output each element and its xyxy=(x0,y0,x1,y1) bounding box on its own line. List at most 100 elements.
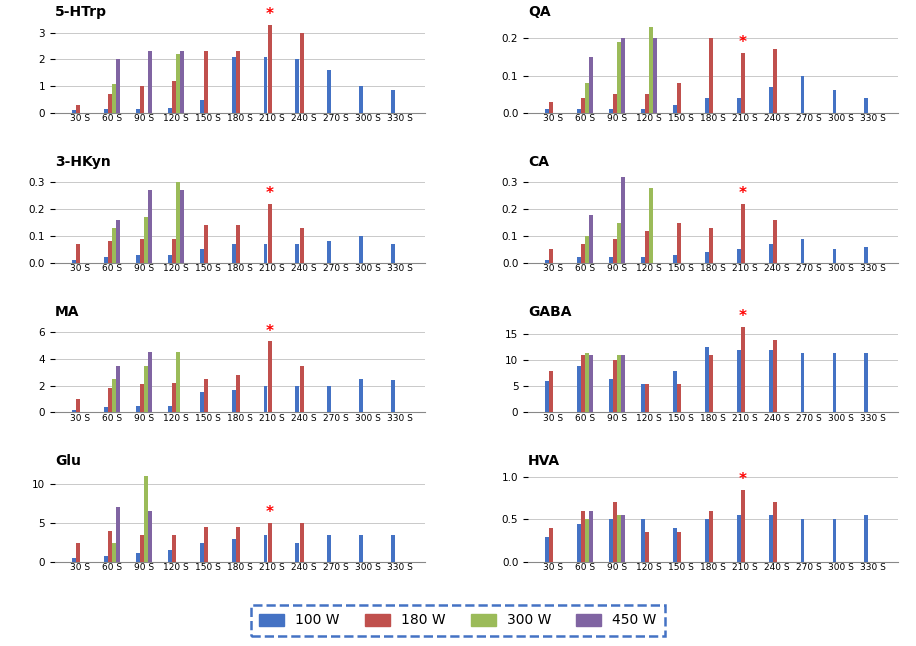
Bar xyxy=(140,238,144,263)
Bar xyxy=(296,543,300,562)
Text: 5-HTrp: 5-HTrp xyxy=(55,5,107,19)
Text: HVA: HVA xyxy=(528,455,561,468)
Bar xyxy=(641,257,645,263)
Bar xyxy=(773,220,777,263)
Bar xyxy=(108,388,112,412)
Bar xyxy=(71,558,76,562)
Bar xyxy=(264,244,267,263)
Bar xyxy=(581,98,585,113)
Bar xyxy=(136,406,139,412)
Text: 3-HKyn: 3-HKyn xyxy=(55,155,111,169)
Bar xyxy=(581,511,585,562)
Bar xyxy=(769,516,772,562)
Bar xyxy=(168,406,171,412)
Bar xyxy=(736,98,740,113)
Bar xyxy=(104,109,108,113)
Bar xyxy=(136,553,139,562)
Bar xyxy=(801,519,804,562)
Bar xyxy=(104,257,108,263)
Bar xyxy=(172,238,176,263)
Bar xyxy=(359,535,364,562)
Bar xyxy=(833,90,836,113)
Bar xyxy=(327,70,332,113)
Text: *: * xyxy=(739,472,747,487)
Bar xyxy=(677,532,681,562)
Bar xyxy=(116,366,120,412)
Bar xyxy=(267,204,272,263)
Bar xyxy=(773,49,777,113)
Bar xyxy=(200,392,203,412)
Bar xyxy=(116,508,120,562)
Bar xyxy=(232,244,235,263)
Bar xyxy=(232,539,235,562)
Bar xyxy=(71,410,76,412)
Bar xyxy=(577,257,581,263)
Bar xyxy=(589,355,594,412)
Bar xyxy=(172,383,176,412)
Bar xyxy=(613,238,616,263)
Bar xyxy=(585,519,589,562)
Bar xyxy=(200,543,203,562)
Bar xyxy=(168,108,171,113)
Bar xyxy=(327,535,332,562)
Bar xyxy=(577,109,581,113)
Bar xyxy=(148,52,152,113)
Bar xyxy=(677,83,681,113)
Bar xyxy=(741,327,745,412)
Bar xyxy=(621,516,626,562)
Bar xyxy=(769,87,772,113)
Bar xyxy=(672,528,677,562)
Bar xyxy=(549,528,553,562)
Bar xyxy=(545,109,549,113)
Bar xyxy=(709,355,713,412)
Bar xyxy=(296,59,300,113)
Bar xyxy=(71,110,76,113)
Bar xyxy=(235,225,240,263)
Bar xyxy=(267,342,272,412)
Text: CA: CA xyxy=(528,155,549,169)
Bar xyxy=(168,255,171,263)
Bar xyxy=(741,53,745,113)
Text: *: * xyxy=(266,505,274,520)
Text: *: * xyxy=(266,7,274,22)
Bar xyxy=(577,366,581,412)
Bar xyxy=(140,86,144,113)
Bar xyxy=(300,228,303,263)
Bar xyxy=(116,220,120,263)
Bar xyxy=(549,101,553,113)
Bar xyxy=(232,390,235,412)
Text: Glu: Glu xyxy=(55,455,81,468)
Bar xyxy=(116,59,120,113)
Bar xyxy=(672,255,677,263)
Bar xyxy=(235,527,240,562)
Bar xyxy=(300,523,303,562)
Bar xyxy=(613,360,616,412)
Bar xyxy=(585,236,589,263)
Bar xyxy=(108,241,112,263)
Bar xyxy=(865,98,868,113)
Bar xyxy=(112,83,116,113)
Bar xyxy=(736,516,740,562)
Bar xyxy=(773,340,777,412)
Bar xyxy=(144,217,148,263)
Bar xyxy=(200,99,203,113)
Bar xyxy=(108,94,112,113)
Bar xyxy=(327,386,332,412)
Text: *: * xyxy=(739,309,747,324)
Bar xyxy=(645,532,649,562)
Bar xyxy=(704,348,709,412)
Bar xyxy=(613,503,616,562)
Bar xyxy=(641,519,645,562)
Bar xyxy=(621,38,626,113)
Bar xyxy=(136,109,139,113)
Bar xyxy=(140,535,144,562)
Bar xyxy=(609,257,613,263)
Bar xyxy=(609,519,613,562)
Bar xyxy=(264,57,267,113)
Bar xyxy=(617,516,621,562)
Bar xyxy=(801,353,804,412)
Bar xyxy=(585,353,589,412)
Bar xyxy=(641,109,645,113)
Bar xyxy=(773,503,777,562)
Bar xyxy=(741,490,745,562)
